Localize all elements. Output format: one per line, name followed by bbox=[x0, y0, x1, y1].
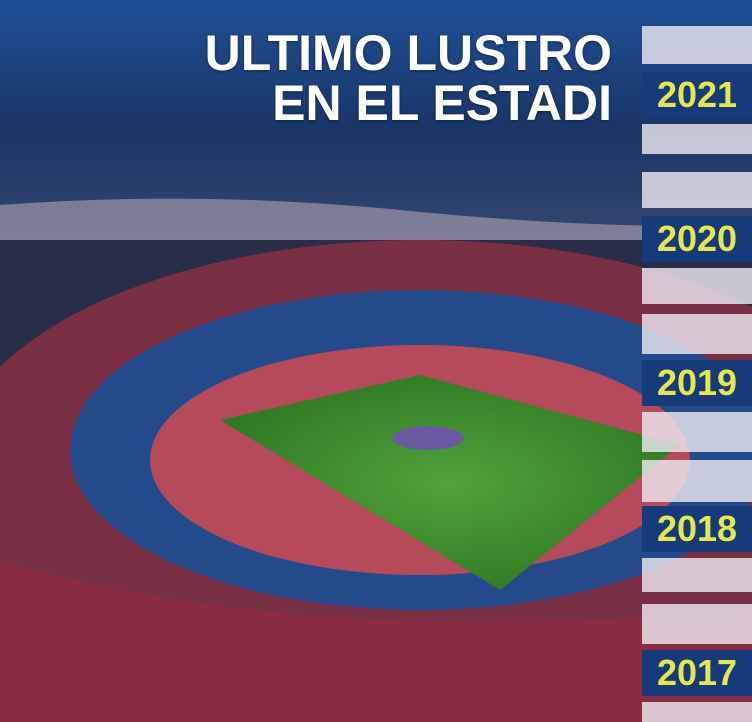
headline-line-1: ULTIMO LUSTRO bbox=[204, 25, 612, 81]
year-label-2020: 2020 bbox=[642, 216, 752, 262]
strip-band bbox=[642, 268, 752, 304]
strip-band bbox=[642, 124, 752, 154]
year-label-2019: 2019 bbox=[642, 360, 752, 406]
strip-band bbox=[642, 558, 752, 592]
strip-band bbox=[642, 314, 752, 354]
strip-band bbox=[642, 172, 752, 208]
strip-band bbox=[642, 460, 752, 502]
strip-band bbox=[642, 26, 752, 64]
headline: ULTIMO LUSTRO EN EL ESTADI bbox=[205, 28, 612, 128]
year-label-2017: 2017 bbox=[642, 650, 752, 696]
strip-band bbox=[642, 604, 752, 644]
year-label-2021: 2021 bbox=[642, 72, 752, 118]
headline-line-2: EN EL ESTADI bbox=[272, 75, 612, 131]
strip-band bbox=[642, 412, 752, 452]
strip-band bbox=[642, 702, 752, 722]
year-label-2018: 2018 bbox=[642, 506, 752, 552]
year-strip: 2021 2020 2019 2018 2017 bbox=[642, 0, 752, 722]
